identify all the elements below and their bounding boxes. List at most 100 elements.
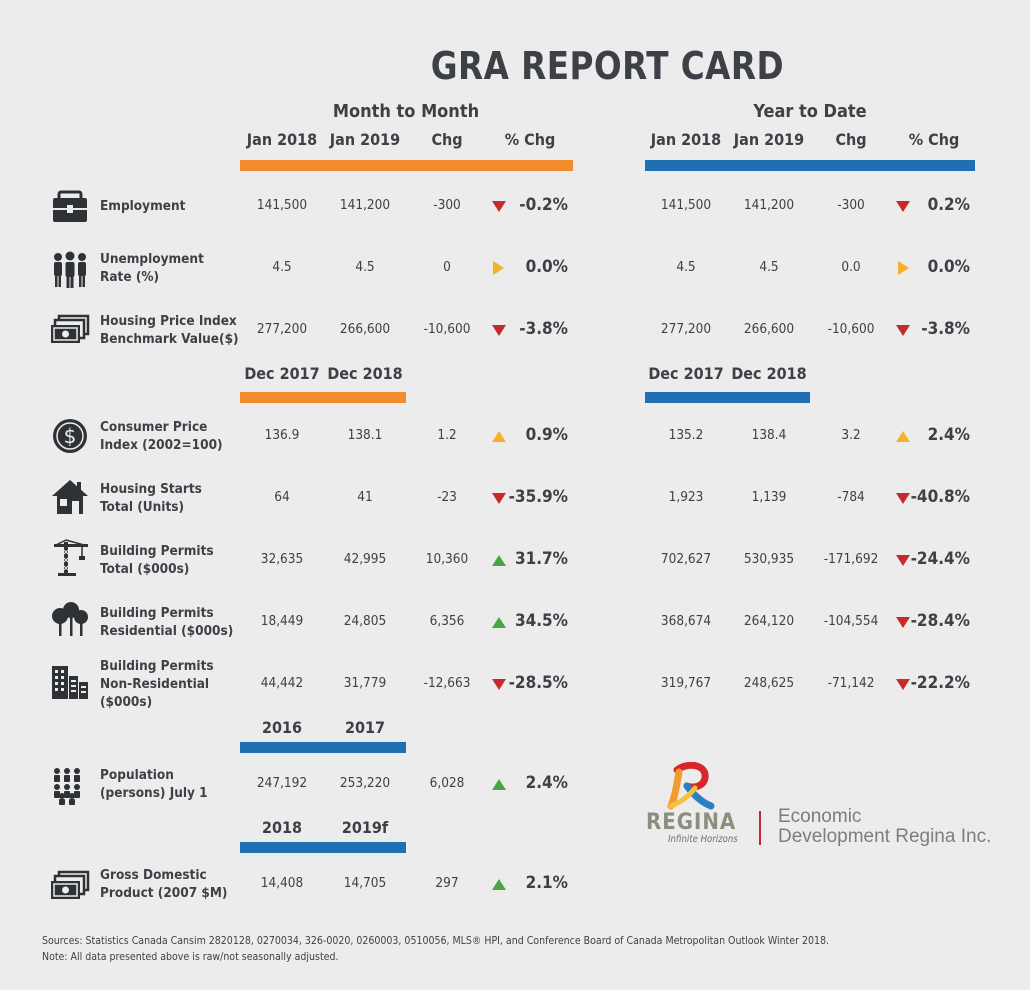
mtm-col-pctchg: % Chg <box>504 130 556 149</box>
mtm-col-dec2017: Dec 2017 <box>244 364 320 383</box>
crane-icon <box>54 539 88 576</box>
ytd-cell: -10,600 <box>827 321 875 337</box>
mtm-trend-icon <box>492 325 506 336</box>
year-to-date-heading: Year to Date <box>753 101 867 122</box>
mtm-dec-bar <box>240 392 406 403</box>
pop-col-2016: 2016 <box>261 718 303 737</box>
ytd-cell: -784 <box>837 489 865 505</box>
mtm-cell: 14,408 <box>260 875 304 891</box>
house-icon <box>52 480 88 514</box>
gdp-col-2018: 2018 <box>261 818 303 837</box>
row-label: Population <box>100 767 174 783</box>
mtm-pct-change: 34.5% <box>514 611 568 631</box>
dollar-coin-icon: $ <box>53 419 87 453</box>
note-line: Note: All data presented above is raw/no… <box>42 951 339 963</box>
mtm-cell: -300 <box>433 197 461 213</box>
ytd-trend-icon <box>896 555 910 566</box>
ytd-col-pctchg: % Chg <box>908 130 960 149</box>
report-title: GRA REPORT CARD <box>430 44 785 88</box>
row-label: Employment <box>100 198 186 214</box>
row-label: Gross Domestic <box>100 867 207 883</box>
ytd-trend-icon <box>896 617 910 628</box>
mtm-cell: -23 <box>437 489 457 505</box>
mtm-trend-icon <box>492 431 506 442</box>
row-label: Housing Starts <box>100 481 202 497</box>
gdp-header-bar <box>240 842 406 853</box>
ytd-cell: 319,767 <box>660 675 712 691</box>
row-label: Product (2007 $M) <box>100 885 228 901</box>
mtm-cell: 18,449 <box>260 613 304 629</box>
ytd-pct-change: 0.2% <box>927 195 970 215</box>
sources-line: Sources: Statistics Canada Cansim 282012… <box>42 935 829 947</box>
row-label: Total ($000s) <box>100 561 190 577</box>
mtm-trend-icon <box>492 779 506 790</box>
svg-text:$: $ <box>64 424 77 448</box>
mtm-cell: 10,360 <box>425 551 469 567</box>
regina-logo-icon <box>667 762 715 810</box>
mtm-col-jan2018: Jan 2018 <box>246 130 318 149</box>
people-icon <box>54 251 86 288</box>
mtm-cell: 141,200 <box>339 197 391 213</box>
regina-tagline: Infinite Horizons <box>668 834 738 845</box>
row-label: Benchmark Value($) <box>100 331 239 347</box>
logo-divider <box>759 811 761 845</box>
mtm-col-jan2019: Jan 2019 <box>329 130 401 149</box>
mtm-cell: 136.9 <box>264 427 300 443</box>
mtm-trend-icon <box>492 617 506 628</box>
ytd-trend-icon <box>896 679 910 690</box>
mtm-pct-change: 0.9% <box>525 425 568 445</box>
ytd-trend-icon <box>896 201 910 212</box>
sources-note: Sources: Statistics Canada Cansim 282012… <box>42 933 1002 965</box>
ytd-header-bar <box>645 160 975 171</box>
mtm-cell: 42,995 <box>343 551 387 567</box>
ytd-cell: 0.0 <box>841 259 861 275</box>
mtm-pct-change: 0.0% <box>525 257 568 277</box>
ytd-pct-change: 2.4% <box>927 425 970 445</box>
buildings-icon <box>52 666 88 699</box>
ytd-col-dec2017: Dec 2017 <box>648 364 724 383</box>
mtm-trend-icon <box>492 679 506 690</box>
ytd-col-chg: Chg <box>835 130 867 149</box>
ytd-cell: 702,627 <box>660 551 712 567</box>
ytd-col-jan2019: Jan 2019 <box>733 130 805 149</box>
mtm-trend-icon <box>493 261 504 275</box>
ytd-cell: -104,554 <box>823 613 879 629</box>
ytd-cell: 4.5 <box>759 259 779 275</box>
mtm-cell: 141,500 <box>256 197 308 213</box>
mtm-cell: 266,600 <box>339 321 391 337</box>
mtm-cell: 138.1 <box>347 427 383 443</box>
mtm-cell: 253,220 <box>339 775 391 791</box>
ytd-cell: 530,935 <box>743 551 795 567</box>
ytd-cell: 138.4 <box>751 427 787 443</box>
mtm-cell: 31,779 <box>343 675 387 691</box>
mtm-pct-change: -28.5% <box>508 673 568 693</box>
pop-header-bar <box>240 742 406 753</box>
mtm-cell: 32,635 <box>260 551 304 567</box>
mtm-cell: 41 <box>357 489 373 505</box>
ytd-cell: 135.2 <box>668 427 704 443</box>
mtm-header-bar <box>240 160 573 171</box>
mtm-cell: 44,442 <box>260 675 304 691</box>
mtm-pct-change: 31.7% <box>514 549 568 569</box>
crowd-icon <box>54 768 80 805</box>
mtm-cell: 247,192 <box>256 775 308 791</box>
ytd-cell: 248,625 <box>743 675 795 691</box>
mtm-col-dec2018: Dec 2018 <box>327 364 403 383</box>
mtm-cell: 277,200 <box>256 321 308 337</box>
row-label: Index (2002=100) <box>100 437 223 453</box>
mtm-cell: 1.2 <box>437 427 457 443</box>
ytd-cell: 3.2 <box>841 427 861 443</box>
ytd-cell: -300 <box>837 197 865 213</box>
row-label: Residential ($000s) <box>100 623 234 639</box>
mtm-trend-icon <box>492 555 506 566</box>
ytd-cell: 264,120 <box>743 613 795 629</box>
ytd-trend-icon <box>896 493 910 504</box>
ytd-pct-change: -24.4% <box>910 549 970 569</box>
row-label: (persons) July 1 <box>100 785 208 801</box>
ytd-cell: 1,139 <box>751 489 787 505</box>
mtm-cell: 14,705 <box>343 875 387 891</box>
org-name-line1: Economic <box>778 806 862 827</box>
mtm-cell: 6,028 <box>429 775 465 791</box>
mtm-cell: 0 <box>443 259 451 275</box>
mtm-pct-change: 2.4% <box>525 773 568 793</box>
